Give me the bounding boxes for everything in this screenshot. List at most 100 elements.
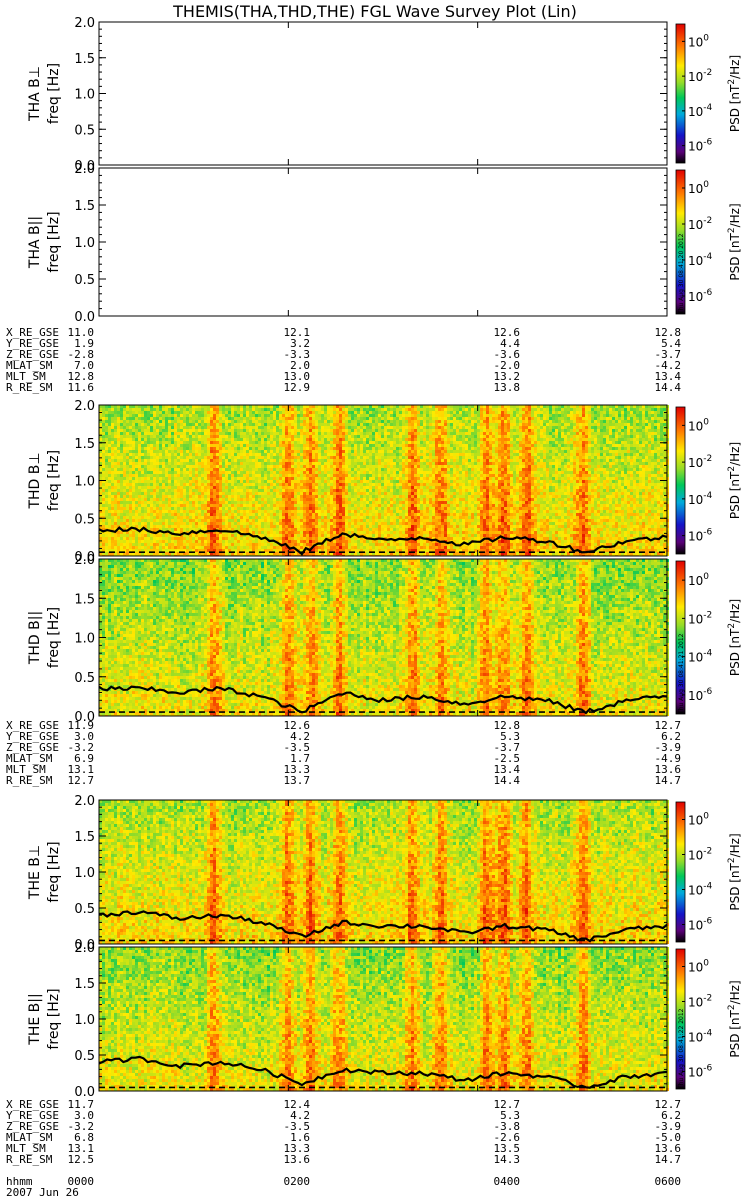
spectrogram-cell [132, 507, 135, 510]
spectrogram-cell [123, 510, 126, 513]
spectrogram-cell [114, 411, 117, 414]
spectrogram-cell [120, 462, 123, 465]
spectrogram-panel: 0.00.51.01.52.0THD B⊥ freq [Hz]10010-210-… [27, 399, 742, 565]
spectrogram-cell [120, 456, 123, 459]
spectrogram-cell [108, 540, 111, 543]
spectrogram-cell [111, 420, 114, 423]
spectrogram-cell [108, 420, 111, 423]
spectrogram-cell [129, 516, 132, 519]
y-axis-label: freq [Hz] [46, 211, 62, 272]
spectrogram-cell [126, 489, 129, 492]
spectrogram-cell [114, 540, 117, 543]
spectrogram-cell [129, 426, 132, 429]
colorbar-label: PSD [nT2/Hz] [727, 55, 742, 132]
spectrogram-cell [132, 429, 135, 432]
spectrogram-cell [120, 501, 123, 504]
spectrogram-cell [111, 465, 114, 468]
spectrogram-cell [111, 543, 114, 546]
spectrogram-cell [105, 543, 108, 546]
spectrogram-cell [129, 435, 132, 438]
spectrogram-cell [117, 480, 120, 483]
spectrogram-cell [126, 495, 129, 498]
spectrogram-cell [129, 438, 132, 441]
spectrogram-cell [138, 432, 141, 435]
spectrogram-cell [108, 501, 111, 504]
spectrogram-cell [114, 423, 117, 426]
spectrogram-cell [138, 492, 141, 495]
spectrogram-cell [138, 525, 141, 528]
spectrogram-cell [141, 444, 144, 447]
spectrogram-cell [120, 444, 123, 447]
spectrogram-cell [117, 420, 120, 423]
spectrogram-cell [105, 444, 108, 447]
spectrogram-cell [138, 447, 141, 450]
spectrogram-cell [120, 510, 123, 513]
spectrogram-cell [108, 438, 111, 441]
spectrogram-cell [123, 495, 126, 498]
spectrogram-cell [126, 450, 129, 453]
spectrogram-cell [102, 432, 105, 435]
spectrogram-cell [126, 432, 129, 435]
spectrogram-cell [135, 411, 138, 414]
spectrogram-cell [132, 465, 135, 468]
spectrogram-cell [138, 501, 141, 504]
spectrogram-cell [120, 420, 123, 423]
spectrogram-cell [114, 453, 117, 456]
spectrogram-cell [114, 465, 117, 468]
spectrogram-cell [111, 408, 114, 411]
spectrogram-cell [135, 477, 138, 480]
spectrogram-cell [138, 417, 141, 420]
spectrogram-cell [114, 414, 117, 417]
spectrogram-cell [102, 546, 105, 549]
spectrogram-cell [102, 504, 105, 507]
spectrogram-cell [129, 423, 132, 426]
spectrogram-cell [114, 492, 117, 495]
spectrogram-cell [126, 411, 129, 414]
spectrogram-cell [108, 447, 111, 450]
spectrogram-cell [111, 417, 114, 420]
spectrogram-cell [126, 543, 129, 546]
spectrogram-cell [129, 540, 132, 543]
spectrogram-cell [123, 492, 126, 495]
spectrogram-cell [129, 465, 132, 468]
spectrogram-cell [120, 507, 123, 510]
spectrogram-cell [135, 552, 138, 555]
spectrogram-cell [138, 462, 141, 465]
spectrogram-cell [114, 534, 117, 537]
spectrogram-cell [129, 414, 132, 417]
spectrogram-cell [105, 549, 108, 552]
spectrogram-cell [108, 510, 111, 513]
spectrogram-cell [135, 516, 138, 519]
spectrogram-cell [132, 441, 135, 444]
spectrogram-cell [114, 537, 117, 540]
spectrogram-cell [132, 504, 135, 507]
spectrogram-cell [141, 432, 144, 435]
y-tick-label: 1.5 [74, 199, 95, 214]
spectrogram-cell [114, 456, 117, 459]
spectrogram-cell [117, 504, 120, 507]
spectrogram-cell [117, 417, 120, 420]
spectrogram-cell [108, 525, 111, 528]
spectrogram-cell [135, 540, 138, 543]
spectrogram-cell [126, 537, 129, 540]
spectrogram-cell [138, 465, 141, 468]
spectrogram-cell [105, 504, 108, 507]
spectrogram-cell [141, 441, 144, 444]
spectrogram-cell [120, 498, 123, 501]
spectrogram-cell [102, 462, 105, 465]
spectrogram-cell [135, 507, 138, 510]
spectrogram-cell [129, 441, 132, 444]
spectrogram-cell [126, 525, 129, 528]
spectrogram-cell [120, 483, 123, 486]
spectrogram-cell [135, 468, 138, 471]
spectrogram-cell [120, 495, 123, 498]
spectrogram-cell [138, 489, 141, 492]
spectrogram-cell [123, 423, 126, 426]
spectrogram-cell [111, 450, 114, 453]
spectrogram-cell [105, 474, 108, 477]
spectrogram-cell [132, 468, 135, 471]
spectrogram-cell [132, 453, 135, 456]
spectrogram-cell [105, 462, 108, 465]
colorbar-label: PSD [nT2/Hz] [727, 203, 742, 280]
spectrogram-cell [117, 492, 120, 495]
